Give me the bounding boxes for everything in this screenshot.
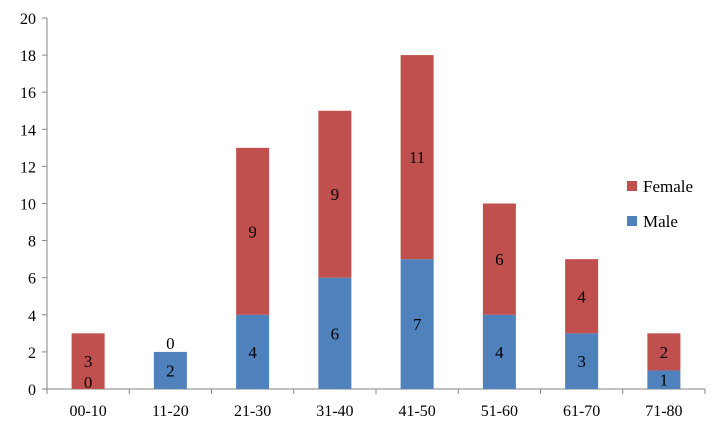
bar-female-21-30 xyxy=(236,147,270,315)
y-tick-label: 14 xyxy=(20,122,36,139)
x-tick-label: 61-70 xyxy=(563,403,600,420)
legend-label-female: Female xyxy=(643,177,693,196)
legend-swatch-female xyxy=(627,181,637,191)
bar-female-71-80 xyxy=(647,333,681,371)
data-label-female-00-10: 3 xyxy=(84,352,93,371)
bar-female-00-10 xyxy=(71,333,105,389)
data-label-male-51-60: 4 xyxy=(495,343,504,362)
y-tick-label: 16 xyxy=(20,85,36,102)
bar-male-11-20 xyxy=(153,351,187,389)
y-tick-label: 0 xyxy=(28,382,36,399)
y-tick-label: 20 xyxy=(20,11,36,28)
x-tick-label: 31-40 xyxy=(316,403,353,420)
data-label-male-21-30: 4 xyxy=(248,343,257,362)
bar-male-51-60 xyxy=(482,314,516,389)
y-tick-label: 10 xyxy=(20,197,36,214)
y-tick-label: 4 xyxy=(28,308,36,325)
data-label-male-61-70: 3 xyxy=(577,352,586,371)
y-tick-label: 6 xyxy=(28,271,36,288)
x-tick-label: 00-10 xyxy=(69,403,106,420)
bar-male-21-30 xyxy=(236,314,270,389)
data-label-female-61-70: 4 xyxy=(577,287,586,306)
data-label-female-41-50: 11 xyxy=(409,148,425,167)
data-label-female-71-80: 2 xyxy=(660,343,669,362)
bar-male-71-80 xyxy=(647,370,681,389)
bar-male-41-50 xyxy=(400,259,434,389)
y-tick-label: 12 xyxy=(20,159,36,176)
bars xyxy=(71,55,681,389)
legend-swatch-male xyxy=(627,216,637,226)
legend: Female Male xyxy=(627,177,693,231)
y-axis: 0 2 4 6 8 10 12 14 16 18 20 xyxy=(20,11,48,399)
x-tick-label: 71-80 xyxy=(645,403,682,420)
data-labels: 0 3 2 0 4 9 6 9 7 11 4 6 3 4 1 2 xyxy=(84,148,668,392)
x-tick-label: 21-30 xyxy=(234,403,271,420)
data-label-female-51-60: 6 xyxy=(495,250,504,269)
x-tick-label: 11-20 xyxy=(152,403,189,420)
y-tick-label: 18 xyxy=(20,48,36,65)
legend-label-male: Male xyxy=(643,212,678,231)
x-tick-label: 41-50 xyxy=(398,403,435,420)
data-label-male-00-10: 0 xyxy=(84,373,93,392)
x-tick-label: 51-60 xyxy=(481,403,518,420)
data-label-female-21-30: 9 xyxy=(248,222,257,241)
y-tick-label: 2 xyxy=(28,345,36,362)
data-label-male-71-80: 1 xyxy=(660,371,669,390)
bar-male-31-40 xyxy=(318,277,352,389)
data-label-male-41-50: 7 xyxy=(413,315,422,334)
data-label-female-31-40: 9 xyxy=(331,185,340,204)
bar-female-41-50 xyxy=(400,55,434,260)
bar-female-61-70 xyxy=(565,259,599,334)
y-tick-label: 8 xyxy=(28,234,36,251)
bar-female-31-40 xyxy=(318,110,352,278)
data-label-female-11-20: 0 xyxy=(166,334,175,353)
bar-female-51-60 xyxy=(482,203,516,315)
data-label-male-11-20: 2 xyxy=(166,361,175,380)
bar-male-61-70 xyxy=(565,333,599,389)
x-axis: 00-10 11-20 21-30 31-40 41-50 51-60 61-70 71-80 xyxy=(46,388,706,420)
data-label-male-31-40: 6 xyxy=(331,324,340,343)
